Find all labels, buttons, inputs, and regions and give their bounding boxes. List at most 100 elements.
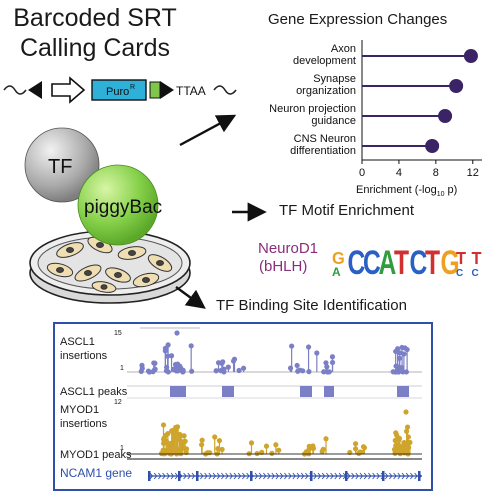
ascl1-insertion-point	[390, 369, 396, 375]
tf-sphere	[24, 127, 100, 203]
myod1-insertion-point	[396, 437, 402, 443]
gene-strand-chevron	[317, 472, 322, 480]
myod1-insertion-point	[360, 444, 367, 450]
gene-strand-chevron	[221, 472, 225, 480]
ascl1-ymin: 1	[120, 365, 124, 372]
myod1-insertion-point	[171, 429, 177, 435]
motif-letter: T	[456, 247, 466, 268]
motif-letter: G	[332, 247, 345, 268]
myod1-insertion-point	[160, 422, 167, 428]
ascl1-insertion-point	[297, 367, 303, 373]
ascl1-insertion-point	[393, 348, 399, 355]
ascl1-insertion-point	[396, 355, 403, 361]
gene-strand-chevron	[242, 472, 246, 480]
piggybac-sphere-label: piggyBac	[84, 197, 162, 218]
gene-strand-chevron	[334, 472, 338, 480]
gene-strand-chevron	[414, 472, 418, 480]
ascl1-insertion-point	[151, 360, 157, 366]
myod1-insertion-point	[254, 450, 260, 457]
myod1-insertion-point	[199, 437, 205, 443]
gene-strand-chevron	[384, 472, 389, 480]
myod1-insertion-point	[216, 438, 223, 444]
myod1-insertion-point	[404, 428, 410, 434]
ascl1-insertion-point	[294, 362, 300, 369]
ascl1-insertion-point	[188, 343, 194, 349]
ascl1-insertion-point	[220, 359, 226, 365]
lollipop-dot	[463, 49, 478, 63]
myod1-insertion-point	[353, 441, 359, 447]
gene-strand-chevron	[170, 472, 175, 480]
ascl1-insertion-point	[165, 353, 171, 359]
gene-strand-chevron	[183, 472, 187, 480]
myod1-insertion-point	[393, 430, 399, 436]
piggybac-sphere	[77, 164, 159, 246]
gene-strand-chevron	[292, 472, 296, 480]
myod1-insertion-point	[398, 449, 404, 455]
gene-exon	[345, 471, 348, 481]
motif-tf-family: (bHLH)	[259, 258, 308, 275]
gene-exon	[196, 471, 199, 481]
ascl1-insertion-point	[174, 330, 180, 336]
motif-letter: C	[410, 244, 428, 280]
term-label-line1: Axon	[331, 43, 356, 55]
gene-strand-chevron	[216, 472, 221, 480]
cell-dish-illustration: TF piggyBac	[24, 127, 191, 304]
gene-strand-chevron	[405, 472, 410, 480]
term-label-line2: differentiation	[290, 145, 356, 157]
ascl1-insertion-point	[150, 369, 156, 375]
gene-strand-chevron	[212, 472, 217, 480]
gene-strand-chevron	[330, 472, 334, 480]
gene-strand-chevron	[313, 472, 317, 480]
title-line-2: Calling Cards	[19, 34, 171, 62]
motif-title: TF Motif Enrichment	[279, 202, 415, 219]
ascl1-insertion-point	[176, 366, 183, 373]
tf-sphere-label: TF	[48, 156, 72, 178]
gene-strand-chevron	[158, 472, 162, 480]
gene-strand-chevron	[410, 472, 414, 480]
motif-minor-letter: A	[332, 265, 341, 279]
genome-browser-tracks: 15 1 12 1	[114, 327, 422, 481]
lollipop-dot	[425, 139, 440, 153]
arrow-to-expression	[179, 114, 237, 147]
gene-exon	[178, 471, 181, 481]
motif-letter: T	[472, 247, 482, 268]
ascl1-insertion-point	[314, 350, 320, 356]
expression-x-label: Enrichment (-log10 p)	[356, 184, 457, 198]
x-tick-label: 0	[359, 167, 365, 179]
gene-exon	[250, 471, 253, 481]
ascl1-insertion-point	[172, 361, 179, 368]
gene-strand-chevron	[284, 472, 288, 480]
gene-strand-chevron	[174, 472, 179, 480]
myod1-insertion-point	[248, 440, 255, 446]
myod1-insertion-point	[273, 442, 279, 448]
myod1-insertion-point	[269, 450, 275, 456]
gene-strand-chevron	[363, 472, 368, 480]
ascl1-insertion-point	[326, 369, 332, 375]
myod1-insertion-point	[276, 447, 282, 453]
motif-letter: C	[363, 244, 381, 280]
motif-letter: T	[425, 244, 440, 280]
ascl1-insertion-point	[215, 360, 222, 366]
motif-minor-letter: C	[472, 268, 479, 279]
cultured-cells	[46, 236, 173, 293]
puro-label: Puro	[106, 86, 129, 98]
myod1-insertion-point	[176, 446, 182, 453]
gene-strand-chevron	[376, 472, 380, 480]
myod1-insertion-point	[306, 443, 312, 449]
ascl1-insertion-point	[289, 343, 295, 349]
gene-strand-chevron	[254, 472, 259, 480]
gene-strand-chevron	[372, 472, 376, 480]
gene-strand-chevron	[153, 472, 158, 480]
ascl1-insertion-point	[225, 364, 231, 370]
ascl1-track-label-1: ASCL1	[60, 336, 95, 348]
myod1-insertion-point	[404, 441, 411, 448]
ascl1-insertion-point	[230, 358, 237, 364]
myod1-insertion-point	[263, 443, 270, 449]
gene-strand-chevron	[191, 472, 196, 480]
myod1-insertion-point	[205, 450, 211, 456]
gene-label: NCAM1 gene	[60, 466, 133, 480]
gene-exon	[418, 471, 421, 481]
myod1-insertion-point	[181, 433, 187, 439]
gene-strand-chevron	[271, 472, 275, 480]
